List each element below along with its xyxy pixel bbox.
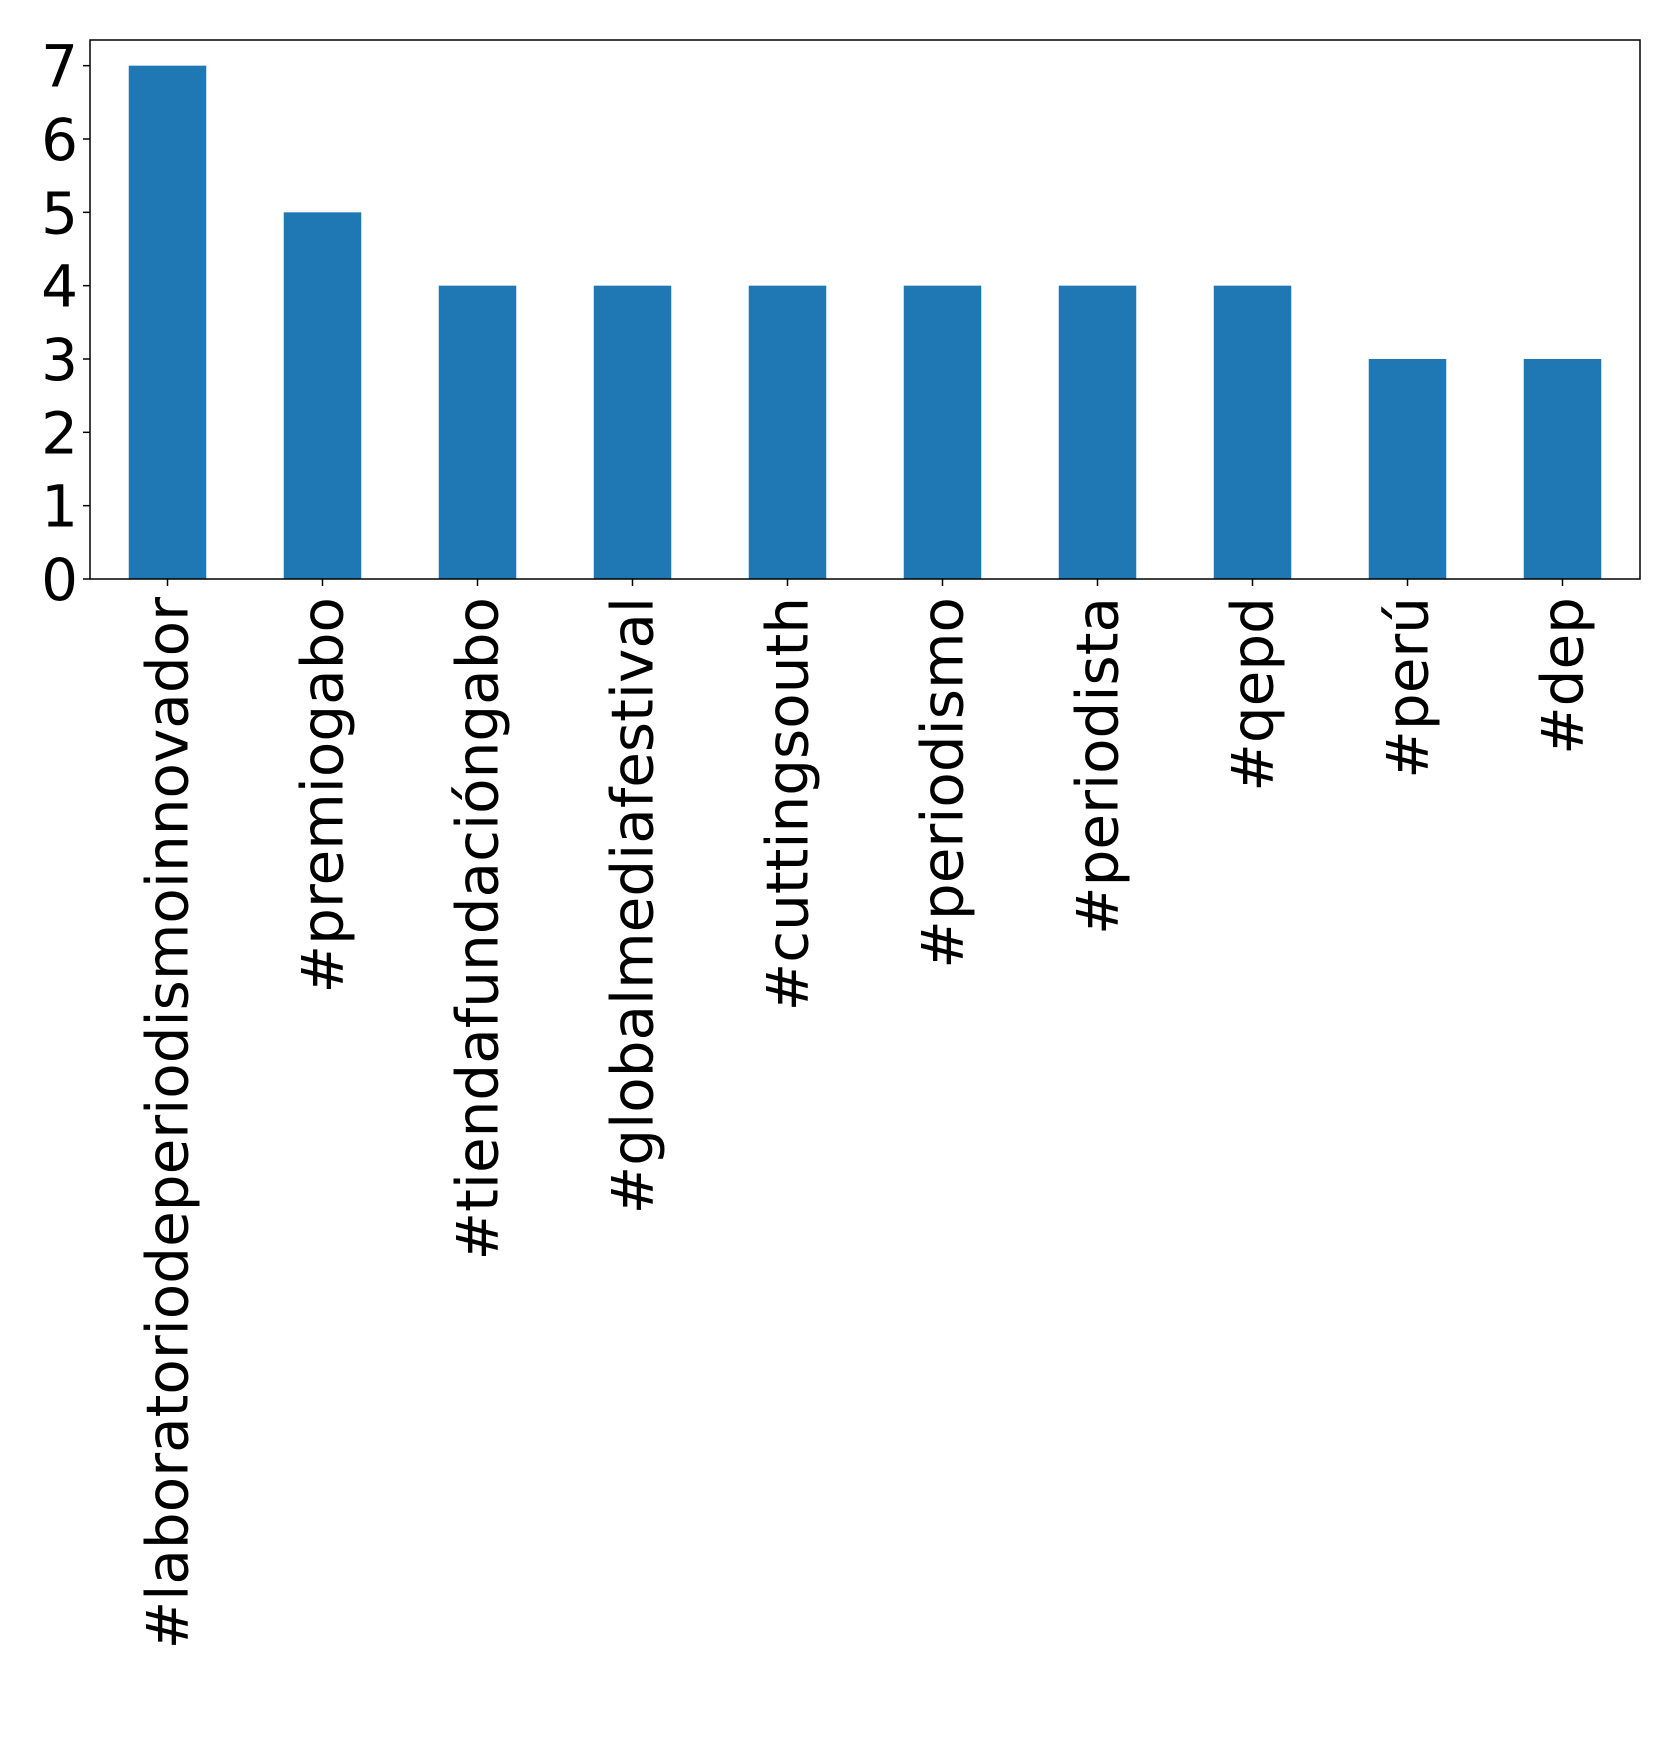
x-tick-label: #premiogabo	[289, 597, 357, 993]
bar-8	[1213, 285, 1292, 579]
bar-9	[1368, 359, 1447, 579]
x-tick-label: #perú	[1374, 597, 1442, 779]
bar-10	[1523, 359, 1602, 579]
bar-7	[1058, 285, 1137, 579]
x-axis: #laboratoriodeperiodismoinnovador #premio…	[134, 579, 1597, 1649]
y-tick-label: 6	[41, 106, 78, 174]
bar-4	[593, 285, 672, 579]
y-tick-label: 1	[41, 473, 78, 541]
y-tick-label: 5	[41, 179, 78, 247]
x-tick-label: #periodismo	[909, 597, 977, 969]
bar-5	[748, 285, 827, 579]
y-tick-label: 3	[41, 326, 78, 394]
bar-6	[903, 285, 982, 579]
y-tick-label: 2	[41, 399, 78, 467]
x-tick-label: #periodista	[1064, 597, 1132, 935]
x-tick-label: #cuttingsouth	[754, 597, 822, 1011]
plot-area-frame	[89, 39, 1641, 580]
bar-1	[128, 65, 207, 579]
x-tick-label: #dep	[1529, 597, 1597, 755]
x-tick-label: #qepd	[1219, 597, 1287, 792]
y-tick-label: 0	[41, 546, 78, 614]
bar-2	[283, 212, 362, 580]
bars-group	[128, 65, 1602, 580]
bar-3	[438, 285, 517, 579]
x-tick-label: #laboratoriodeperiodismoinnovador	[134, 597, 202, 1649]
y-tick-label: 7	[41, 33, 78, 101]
y-tick-label: 4	[41, 253, 78, 321]
x-tick-label: #tiendafundacióngabo	[444, 597, 512, 1260]
x-tick-label: #globalmediafestival	[599, 597, 667, 1214]
